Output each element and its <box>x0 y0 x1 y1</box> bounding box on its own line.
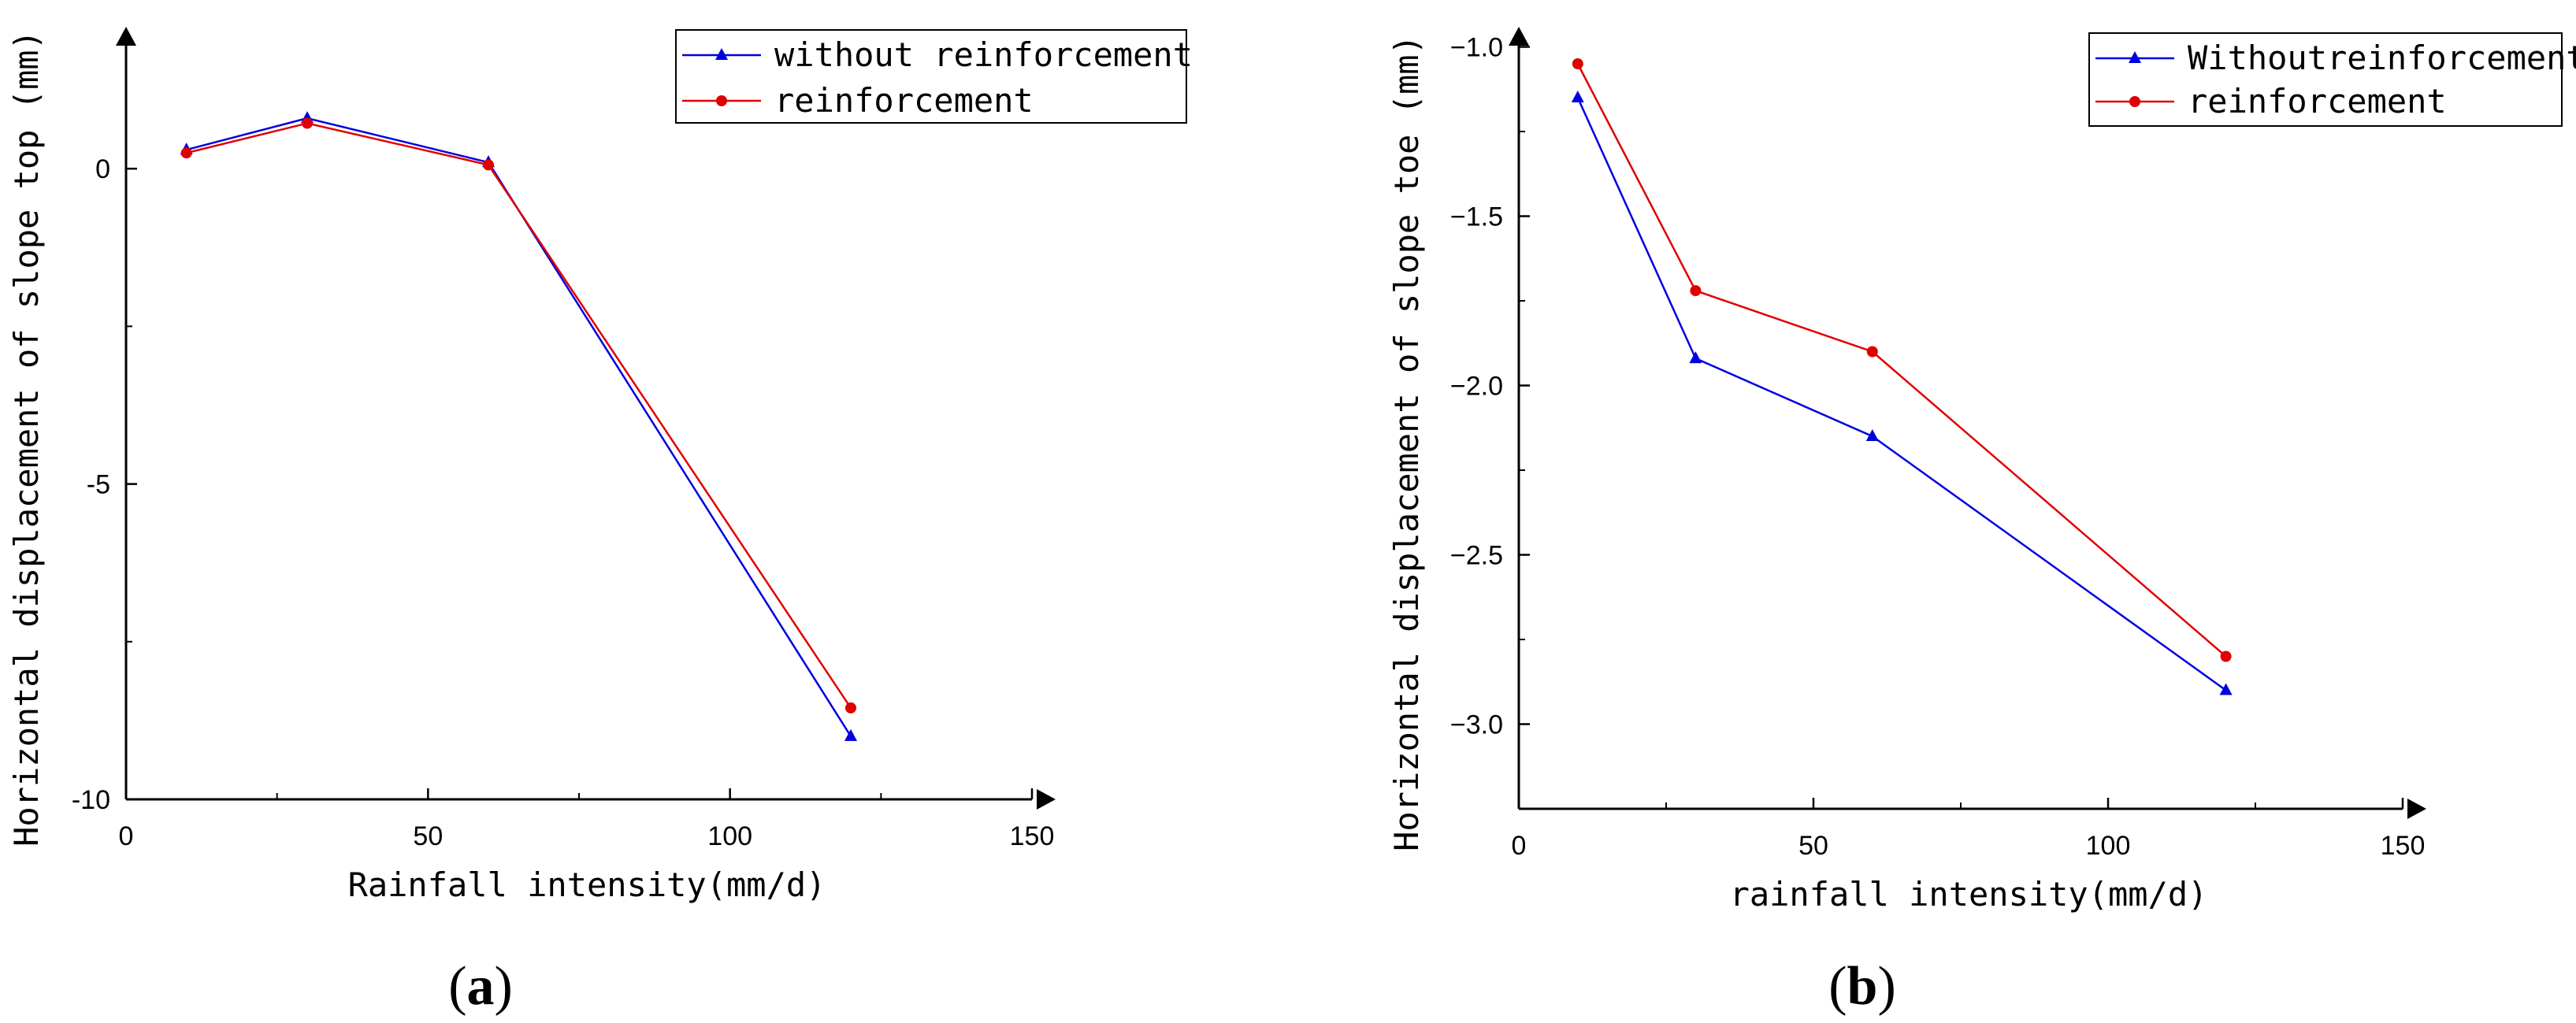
data-point-circle <box>1866 346 1878 358</box>
y-tick-label: −2.5 <box>1450 541 1503 571</box>
x-tick-label: 50 <box>1798 831 1828 861</box>
y-axis-arrow-icon <box>1509 27 1529 46</box>
legend-marker-circle <box>716 95 727 106</box>
data-point-triangle <box>2219 683 2233 695</box>
legend-marker-triangle <box>2129 51 2141 63</box>
chart-panel-a: 0 50 100 150 -10 -5 0 Rainfall intensity(mm/d) H… <box>7 27 1193 1017</box>
data-point-triangle <box>1689 351 1702 364</box>
y-axis-label: Horizontal displacement of slope toe (mm… <box>1387 35 1426 851</box>
x-tick-label: 0 <box>119 821 134 851</box>
panel-label: (a) <box>448 956 513 1017</box>
y-axis-arrow-icon <box>116 27 136 46</box>
legend-label: Withoutreinforcement <box>2188 39 2576 77</box>
legend-box <box>2088 32 2563 127</box>
y-tick-label: −2.0 <box>1450 372 1503 402</box>
x-tick-label: 100 <box>707 821 752 851</box>
x-axis-label: Rainfall intensity(mm/d) <box>348 865 826 904</box>
legend: Withoutreinforcement reinforcement <box>2088 32 2576 127</box>
y-axis-label: Horizontal displacement of slope top (mm… <box>7 30 46 847</box>
x-tick-label: 0 <box>1512 831 1527 861</box>
data-point-circle <box>2220 650 2232 662</box>
x-axis-arrow-icon <box>2407 799 2426 819</box>
x-tick-label: 50 <box>413 821 443 851</box>
data-point-circle <box>1572 58 1583 69</box>
y-tick-label: −3.0 <box>1450 710 1503 740</box>
data-point-circle <box>483 159 494 171</box>
data-point-triangle <box>844 728 857 741</box>
legend-label: without reinforcement <box>774 35 1193 74</box>
y-tick-label: −1.0 <box>1450 33 1503 63</box>
data-point-circle <box>180 147 192 159</box>
x-axis-arrow-icon <box>1037 789 1056 810</box>
legend-label: reinforcement <box>2188 82 2447 120</box>
data-point-circle <box>1690 285 1702 297</box>
y-tick-label: -5 <box>87 470 110 500</box>
series-line-1 <box>186 122 852 709</box>
data-point-triangle <box>1571 91 1584 102</box>
series-line-0 <box>1576 97 2227 691</box>
y-tick-label: 0 <box>95 154 110 184</box>
legend-marker-triangle <box>715 48 728 60</box>
x-tick-label: 150 <box>2381 831 2426 861</box>
legend-marker-circle <box>2129 96 2140 107</box>
legend-box <box>675 29 1187 124</box>
x-axis-label: rainfall intensity(mm/d) <box>1730 875 2208 914</box>
chart-panel-b: 0 50 100 150 −3.0 −2.5 −2.0 −1.5 −1.0 rainfall in… <box>1387 27 2576 1017</box>
data-point-circle <box>845 702 856 714</box>
y-tick-label: -10 <box>72 785 110 815</box>
x-tick-label: 150 <box>1010 821 1055 851</box>
series-line-0 <box>186 117 852 737</box>
panel-label: (b) <box>1828 956 1896 1017</box>
data-point-triangle <box>1865 429 1879 441</box>
legend: without reinforcement reinforcement <box>675 29 1193 124</box>
legend-label: reinforcement <box>774 81 1034 120</box>
x-tick-label: 100 <box>2086 831 2131 861</box>
data-point-circle <box>302 117 313 129</box>
y-tick-label: −1.5 <box>1450 202 1503 232</box>
series-line-1 <box>1576 63 2227 658</box>
